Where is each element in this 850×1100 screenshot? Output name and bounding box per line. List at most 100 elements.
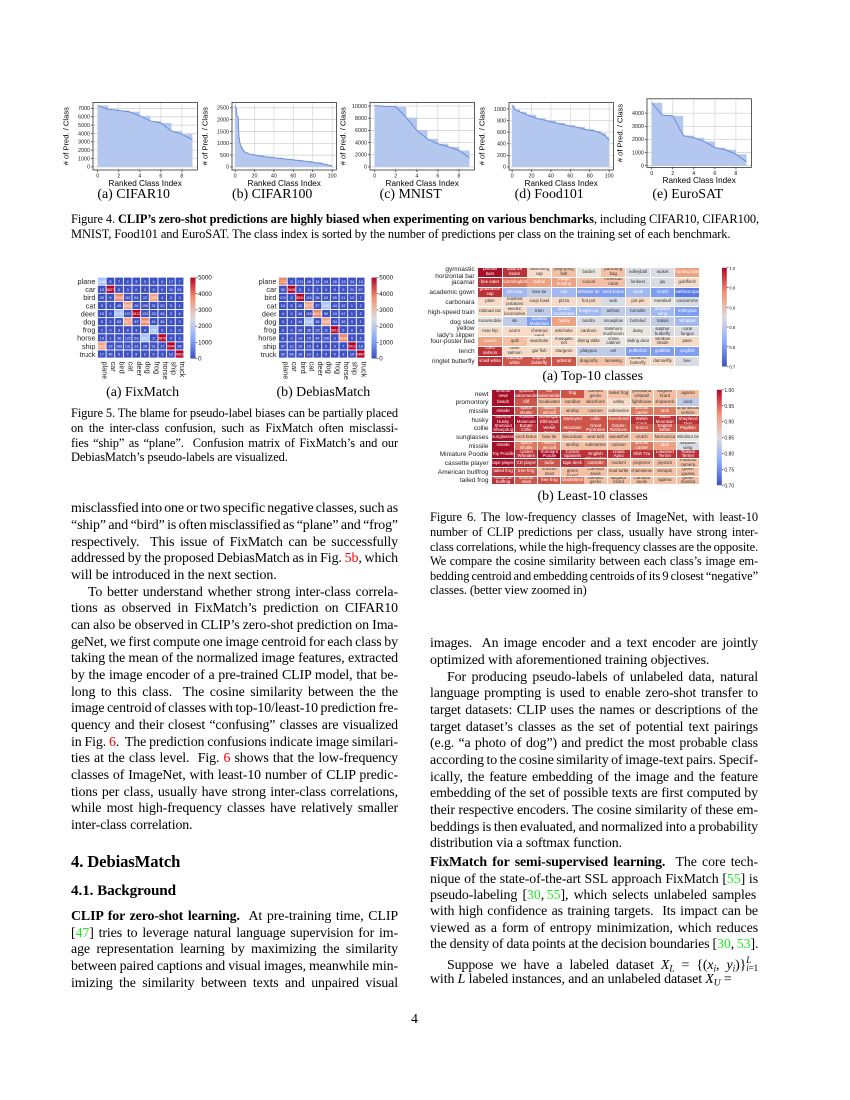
svg-text:26: 26 [134, 304, 138, 308]
svg-text:0: 0 [118, 288, 120, 292]
svg-text:2: 2 [127, 280, 129, 284]
svg-text:4000: 4000 [632, 111, 644, 117]
svg-text:deer: deer [316, 362, 325, 377]
svg-text:car: car [266, 285, 277, 294]
svg-text:1: 1 [178, 304, 180, 308]
svg-text:538: 538 [323, 304, 329, 308]
svg-text:123: 123 [142, 312, 148, 316]
svg-text:0: 0 [198, 356, 202, 363]
svg-text:3000: 3000 [632, 124, 644, 130]
svg-text:0.9: 0.9 [729, 305, 735, 310]
svg-text:23: 23 [108, 344, 112, 348]
svg-text:5000: 5000 [379, 275, 393, 282]
svg-text:3: 3 [101, 304, 103, 308]
svg-text:plane: plane [78, 277, 96, 286]
svg-text:9887: 9887 [357, 353, 365, 357]
svg-text:0: 0 [510, 174, 513, 180]
svg-text:1: 1 [316, 353, 318, 357]
svg-text:7: 7 [342, 344, 344, 348]
svg-text:0: 0 [161, 328, 163, 332]
svg-text:21: 21 [350, 288, 354, 292]
svg-text:35: 35 [315, 296, 319, 300]
svg-text:8: 8 [135, 353, 137, 357]
svg-text:24: 24 [333, 312, 337, 316]
svg-text:64: 64 [289, 353, 293, 357]
svg-text:3327: 3327 [98, 344, 106, 348]
svg-text:0: 0 [226, 165, 229, 171]
svg-text:bird: bird [264, 293, 276, 302]
svg-text:# of Pred. / Class: # of Pred. / Class [477, 107, 486, 165]
svg-text:cat: cat [267, 301, 277, 310]
svg-text:20: 20 [169, 288, 173, 292]
svg-text:34: 34 [350, 280, 354, 284]
svg-text:800: 800 [497, 118, 506, 124]
svg-text:6: 6 [282, 336, 284, 340]
svg-text:3: 3 [118, 328, 120, 332]
svg-text:3: 3 [342, 353, 344, 357]
svg-text:0: 0 [373, 174, 376, 180]
svg-text:2: 2 [394, 174, 397, 180]
svg-text:7: 7 [118, 280, 120, 284]
svg-text:0: 0 [334, 353, 336, 357]
svg-text:car: car [290, 362, 299, 373]
svg-text:602: 602 [142, 336, 148, 340]
svg-text:Ranked Class Index: Ranked Class Index [109, 179, 182, 188]
svg-text:1: 1 [360, 320, 362, 324]
svg-text:100: 100 [327, 174, 336, 180]
svg-text:52: 52 [281, 353, 285, 357]
svg-text:1000: 1000 [198, 339, 212, 346]
svg-text:2: 2 [290, 296, 292, 300]
svg-text:3: 3 [161, 353, 163, 357]
svg-text:3: 3 [135, 280, 137, 284]
svg-text:158: 158 [323, 336, 329, 340]
svg-text:17: 17 [160, 344, 164, 348]
svg-text:20: 20 [251, 174, 257, 180]
svg-text:2: 2 [316, 288, 318, 292]
svg-text:2: 2 [360, 312, 362, 316]
svg-text:1: 1 [351, 304, 353, 308]
svg-text:8: 8 [457, 174, 460, 180]
svg-text:37: 37 [134, 320, 138, 324]
svg-text:1.00: 1.00 [724, 388, 734, 394]
svg-text:2000: 2000 [379, 323, 393, 330]
svg-text:5912: 5912 [348, 344, 356, 348]
svg-text:12: 12 [281, 304, 285, 308]
svg-text:deer: deer [262, 309, 277, 318]
svg-text:2: 2 [117, 174, 120, 180]
svg-text:24: 24 [324, 280, 328, 284]
svg-text:ship: ship [170, 362, 179, 375]
svg-text:0.85: 0.85 [724, 436, 734, 442]
svg-text:5: 5 [325, 353, 327, 357]
svg-text:0.95: 0.95 [724, 404, 734, 410]
svg-text:2: 2 [178, 336, 180, 340]
svg-text:4: 4 [692, 171, 695, 177]
svg-text:6: 6 [713, 171, 716, 177]
svg-text:36: 36 [117, 336, 121, 340]
svg-text:0: 0 [351, 328, 353, 332]
svg-text:1: 1 [170, 328, 172, 332]
svg-text:20: 20 [528, 174, 534, 180]
svg-text:dog: dog [83, 318, 95, 327]
svg-text:45: 45 [117, 304, 121, 308]
svg-text:1: 1 [290, 320, 292, 324]
svg-text:3588: 3588 [141, 320, 149, 324]
svg-text:0.90: 0.90 [724, 420, 734, 426]
svg-text:31: 31 [151, 304, 155, 308]
svg-text:0: 0 [178, 328, 180, 332]
svg-text:10000: 10000 [352, 104, 367, 110]
svg-text:5: 5 [109, 280, 111, 284]
svg-text:4: 4 [178, 312, 180, 316]
svg-text:0: 0 [641, 163, 644, 169]
svg-text:8: 8 [127, 328, 129, 332]
svg-text:131: 131 [125, 344, 131, 348]
svg-text:5000: 5000 [198, 275, 212, 282]
svg-text:43: 43 [160, 312, 164, 316]
svg-text:1: 1 [109, 336, 111, 340]
svg-text:2000: 2000 [217, 117, 229, 123]
svg-text:0: 0 [109, 328, 111, 332]
svg-text:34: 34 [177, 344, 181, 348]
svg-text:19: 19 [298, 344, 302, 348]
svg-text:125: 125 [125, 336, 131, 340]
svg-text:3: 3 [282, 328, 284, 332]
svg-text:truck: truck [178, 362, 187, 378]
